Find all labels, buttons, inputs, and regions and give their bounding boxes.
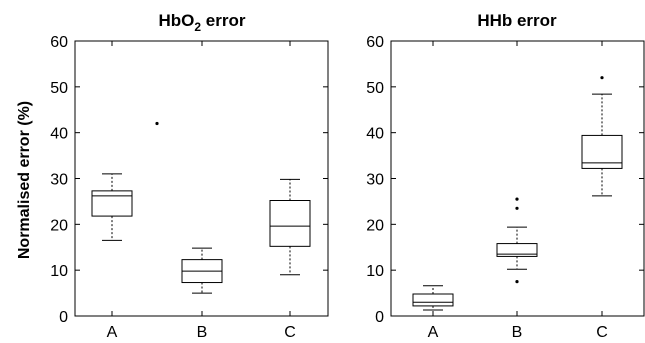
y-tick-label: 10 — [366, 263, 384, 280]
outlier-point — [515, 206, 519, 210]
x-tick-label: B — [197, 324, 208, 341]
y-tick-label: 10 — [50, 263, 68, 280]
outlier-point — [600, 76, 604, 80]
y-tick-label: 60 — [366, 34, 384, 51]
x-tick-label: A — [428, 324, 439, 341]
outlier-point — [515, 197, 519, 201]
panel-hbo2-error: HbO2 error 0 10 20 30 40 50 60 A B C — [50, 11, 329, 341]
x-tick-label: C — [284, 324, 296, 341]
y-ticks-hhb: 0 10 20 30 40 50 60 — [366, 34, 644, 326]
y-tick-label: 0 — [59, 309, 68, 326]
y-tick-label: 40 — [366, 126, 384, 143]
x-ticks-hhb: A B C — [428, 41, 608, 341]
y-tick-label: 50 — [366, 80, 384, 97]
plot-frame-hhb — [390, 40, 645, 317]
iqr-box — [496, 243, 538, 257]
y-tick-label: 60 — [50, 34, 68, 51]
chart-title-hbo2: HbO2 error — [159, 11, 246, 34]
x-tick-label: B — [512, 324, 523, 341]
y-tick-label: 30 — [50, 172, 68, 189]
outlier-point — [155, 121, 159, 126]
panel-hhb-error: HHb error 0 10 20 30 40 50 60 A B C — [366, 11, 645, 341]
chart-title-hhb: HHb error — [477, 11, 557, 30]
iqr-box — [581, 134, 623, 169]
y-tick-label: 50 — [50, 80, 68, 97]
outlier-point — [515, 280, 519, 284]
boxes-hbo2 — [91, 121, 311, 294]
x-tick-label: C — [596, 324, 608, 341]
iqr-box — [269, 200, 311, 247]
x-ticks-hbo2: A B C — [107, 41, 296, 341]
box-a — [412, 285, 454, 311]
box-a — [91, 121, 159, 241]
boxes-hhb — [412, 76, 623, 311]
box-b — [181, 247, 223, 294]
y-tick-label: 0 — [375, 309, 384, 326]
y-ticks-hbo2: 0 10 20 30 40 50 60 — [50, 34, 328, 326]
y-axis-label: Normalised error (%) — [16, 101, 33, 259]
box-c — [581, 76, 623, 197]
y-tick-label: 20 — [50, 217, 68, 234]
x-tick-label: A — [107, 324, 118, 341]
iqr-box — [412, 293, 454, 307]
box-c — [269, 178, 311, 276]
box-b — [496, 197, 538, 284]
y-tick-label: 40 — [50, 126, 68, 143]
y-tick-label: 20 — [366, 217, 384, 234]
y-tick-label: 30 — [366, 172, 384, 189]
iqr-box — [91, 190, 133, 217]
